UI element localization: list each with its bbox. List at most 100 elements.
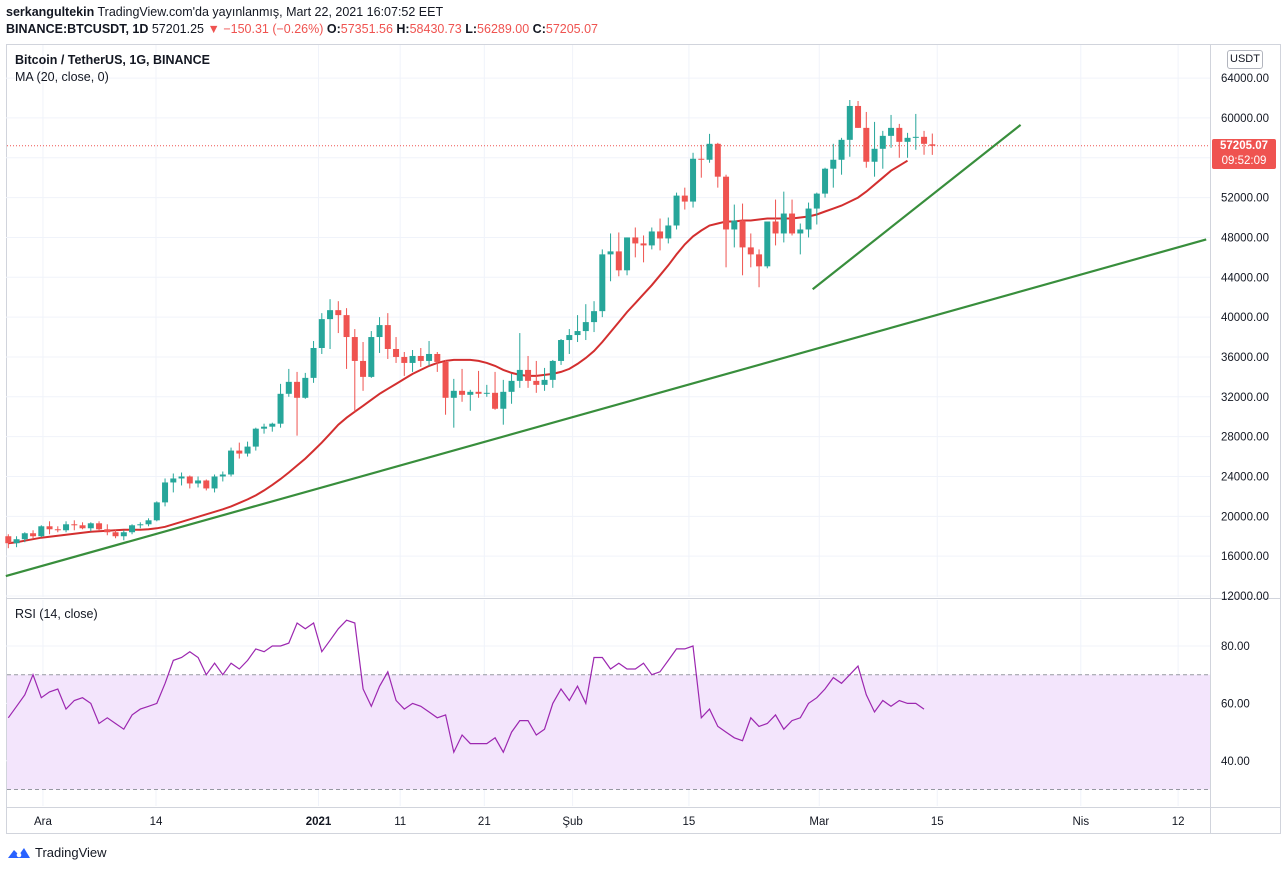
price-tick-label: 32000.00 (1221, 392, 1269, 404)
candle-body (442, 361, 449, 398)
candle-body (13, 539, 20, 544)
price-tick-label: 28000.00 (1221, 432, 1269, 444)
candle-body (739, 220, 746, 248)
candle-body (673, 195, 680, 226)
candle-body (211, 476, 218, 489)
candle-body (269, 423, 276, 427)
time-tick-label: 15 (931, 816, 944, 828)
rsi-layer (7, 619, 925, 755)
high-value: 58430.73 (409, 22, 462, 36)
price-tick-label: 24000.00 (1221, 471, 1269, 483)
price-tick-label: 52000.00 (1221, 193, 1269, 205)
candle-body (525, 369, 532, 381)
ma-legend[interactable]: MA (20, close, 0) (15, 70, 109, 84)
candle-body (54, 529, 61, 531)
last-price-tag: 57205.07 09:52:09 (1212, 139, 1276, 169)
last-price-tag-value: 57205.07 (1220, 140, 1268, 152)
candle-body (459, 390, 466, 395)
candle-body (5, 536, 12, 544)
candle-body (261, 426, 268, 429)
candle-body (591, 311, 598, 323)
price-tick-label: 44000.00 (1221, 272, 1269, 284)
symbol-label: BINANCE:BTCUSDT, 1D (6, 22, 149, 36)
candle-body (30, 533, 37, 537)
candle-body (285, 381, 292, 394)
candle-body (747, 247, 754, 255)
candle-body (574, 331, 581, 336)
candle-body (87, 523, 94, 529)
candle-body (368, 337, 375, 377)
candle-body (805, 208, 812, 230)
candle-body (178, 476, 185, 479)
trendlines[interactable] (5, 124, 1210, 578)
candle-body (879, 135, 886, 149)
candle-body (393, 348, 400, 357)
candle-body (921, 136, 928, 144)
candle-body (467, 391, 474, 395)
price-tick-label: 40000.00 (1221, 312, 1269, 324)
candle-body (63, 524, 70, 531)
candle-body (607, 251, 614, 255)
candle-body (170, 478, 177, 483)
price-tick-label: 60000.00 (1221, 113, 1269, 125)
candle-body (723, 176, 730, 230)
candle-body (665, 225, 672, 239)
candle-body (797, 229, 804, 234)
tradingview-brand[interactable]: TradingView (7, 845, 107, 860)
candle-body (648, 231, 655, 246)
close-label: C: (532, 22, 546, 36)
candle-body (500, 391, 507, 409)
candle-body (343, 315, 350, 338)
candle-body (104, 529, 111, 533)
candle-body (71, 524, 78, 526)
ohlc-bar: BINANCE:BTCUSDT, 1D 57201.25 ▼ −150.31 (… (6, 22, 598, 36)
candle-body (516, 369, 523, 381)
time-axis[interactable]: Ara 14 2021 11 21 Şub 15 Mar 15 Nis 12 (34, 816, 1185, 828)
candle-body (426, 353, 433, 361)
candle-body (236, 450, 243, 454)
candle-body (409, 355, 416, 363)
time-tick-label: 15 (683, 816, 696, 828)
time-tick-label: 11 (394, 816, 406, 828)
price-change: ▼ −150.31 (−0.26%) (207, 22, 324, 36)
candle-body (813, 193, 820, 209)
candle-body (327, 310, 334, 320)
candle-body (153, 502, 160, 521)
candle-body (731, 220, 738, 230)
candle-body (21, 533, 28, 540)
candle-body (335, 310, 342, 316)
price-tick-label: 64000.00 (1221, 73, 1269, 85)
brand-name: TradingView (35, 845, 107, 860)
candle-body (846, 105, 853, 140)
time-tick-label: Nis (1072, 816, 1089, 828)
publish-text: TradingView.com'da yayınlanmış, Mart 22,… (97, 5, 444, 19)
low-value: 56289.00 (477, 22, 530, 36)
author-name[interactable]: serkangultekin (6, 5, 95, 19)
time-tick-label: Ara (34, 816, 53, 828)
candle-body (195, 480, 202, 484)
currency-button[interactable]: USDT (1227, 50, 1263, 69)
rsi-axis[interactable]: 40.00 60.00 80.00 (1221, 641, 1250, 768)
high-label: H: (396, 22, 410, 36)
time-tick-label: 2021 (306, 816, 332, 828)
low-label: L: (465, 22, 478, 36)
candle-body (137, 524, 144, 526)
ma20-line (8, 159, 909, 545)
candle-body (904, 137, 911, 142)
candle-body (863, 127, 870, 162)
rsi-legend[interactable]: RSI (14, close) (15, 607, 98, 621)
chart-frame (6, 44, 1281, 834)
chart-title[interactable]: Bitcoin / TetherUS, 1G, BINANCE (15, 53, 210, 67)
last-price: 57201.25 (151, 22, 204, 36)
time-tick-label: Şub (562, 816, 582, 828)
candle-body (541, 379, 548, 385)
candle-body (855, 105, 862, 128)
candle-body (582, 322, 589, 332)
candle-body (615, 251, 622, 271)
candle-body (706, 143, 713, 160)
candles-layer (5, 99, 936, 549)
candle-body (780, 213, 787, 234)
time-tick-label: 14 (150, 816, 163, 828)
ma-layer (8, 159, 909, 545)
